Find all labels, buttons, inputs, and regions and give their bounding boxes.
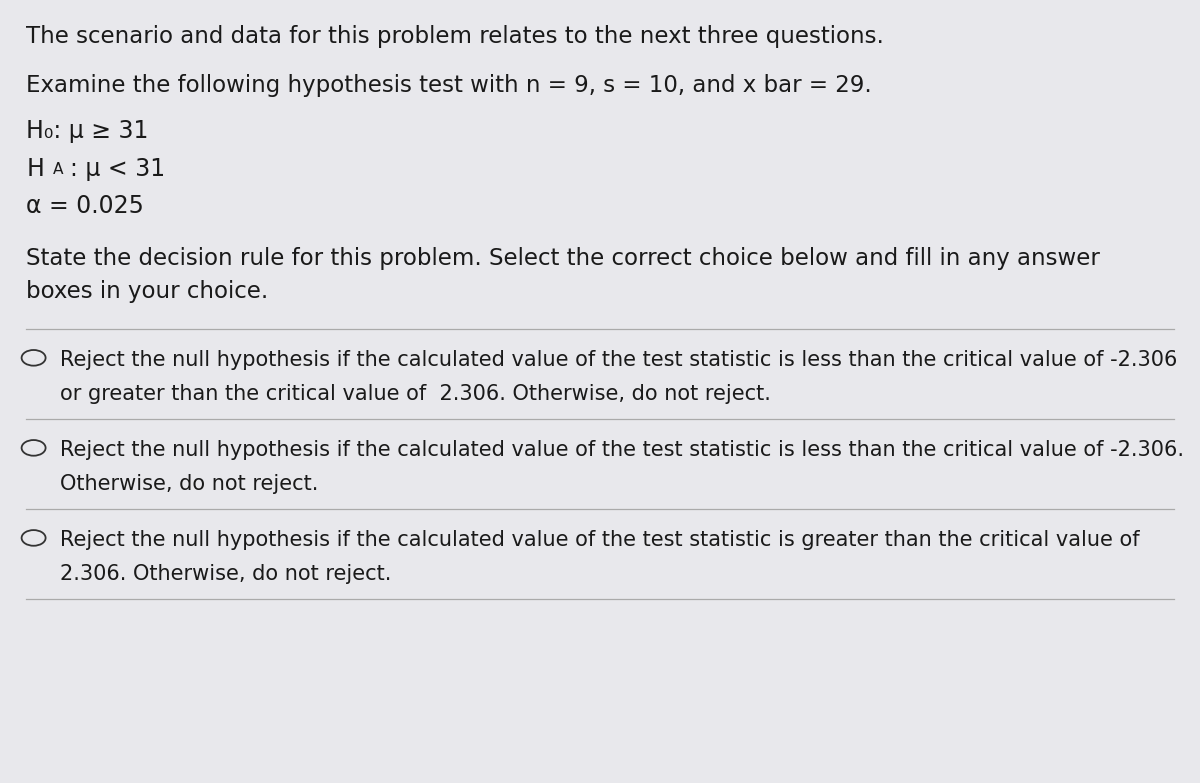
Text: or greater than the critical value of  2.306. Otherwise, do not reject.: or greater than the critical value of 2.… [60,384,770,404]
Text: Reject the null hypothesis if the calculated value of the test statistic is grea: Reject the null hypothesis if the calcul… [60,530,1140,550]
Text: α = 0.025: α = 0.025 [26,194,144,218]
Text: Otherwise, do not reject.: Otherwise, do not reject. [60,474,318,494]
Text: Reject the null hypothesis if the calculated value of the test statistic is less: Reject the null hypothesis if the calcul… [60,350,1177,370]
Text: A: A [53,162,64,177]
Text: : μ < 31: : μ < 31 [70,157,164,181]
Text: 2.306. Otherwise, do not reject.: 2.306. Otherwise, do not reject. [60,564,391,584]
Text: The scenario and data for this problem relates to the next three questions.: The scenario and data for this problem r… [26,25,884,48]
Text: State the decision rule for this problem. Select the correct choice below and fi: State the decision rule for this problem… [26,247,1100,269]
Text: H: H [26,157,44,181]
Text: H₀: μ ≥ 31: H₀: μ ≥ 31 [26,119,149,143]
Text: Examine the following hypothesis test with n = 9, s = 10, and x bar = 29.: Examine the following hypothesis test wi… [26,74,872,97]
Text: Reject the null hypothesis if the calculated value of the test statistic is less: Reject the null hypothesis if the calcul… [60,440,1184,460]
Text: boxes in your choice.: boxes in your choice. [26,280,269,302]
